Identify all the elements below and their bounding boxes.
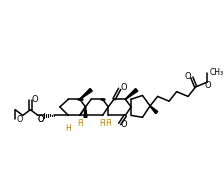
Text: O: O [38,115,44,124]
Text: O: O [32,95,39,104]
Text: H̄: H̄ [106,119,111,128]
Text: O: O [205,81,211,90]
Polygon shape [125,88,138,99]
Polygon shape [150,106,158,114]
Text: H: H [65,124,71,133]
Text: O: O [17,115,23,124]
Text: H̄: H̄ [77,119,83,128]
Text: O: O [38,115,44,124]
Polygon shape [80,88,92,99]
Text: O: O [120,120,127,129]
Polygon shape [84,107,87,117]
Text: O: O [185,72,191,81]
Text: CH₃: CH₃ [210,68,224,77]
Text: H̄: H̄ [100,119,106,128]
Text: O: O [120,83,127,92]
